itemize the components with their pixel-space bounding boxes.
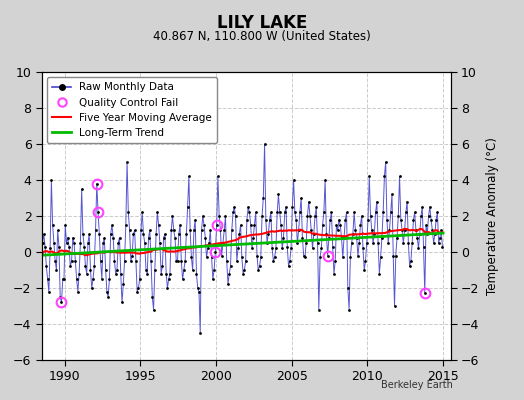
Y-axis label: Temperature Anomaly (°C): Temperature Anomaly (°C) — [486, 137, 499, 295]
Text: LILY LAKE: LILY LAKE — [217, 14, 307, 32]
Text: 40.867 N, 110.800 W (United States): 40.867 N, 110.800 W (United States) — [153, 30, 371, 43]
Text: Berkeley Earth: Berkeley Earth — [381, 380, 453, 390]
Legend: Raw Monthly Data, Quality Control Fail, Five Year Moving Average, Long-Term Tren: Raw Monthly Data, Quality Control Fail, … — [47, 77, 217, 143]
